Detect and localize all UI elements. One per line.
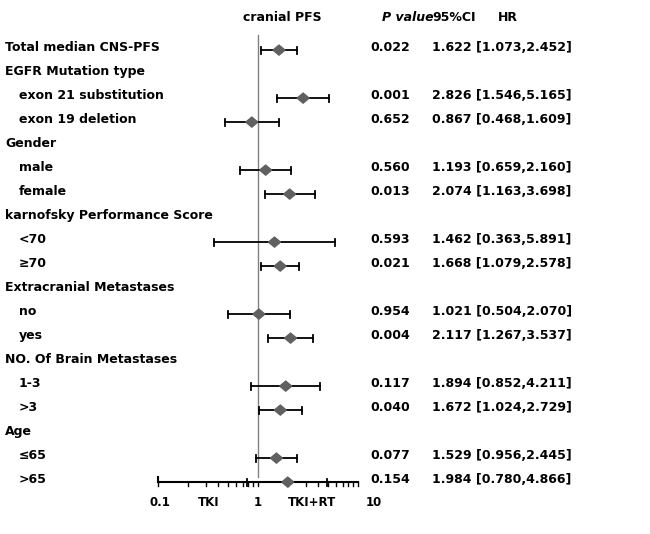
Text: 0.593: 0.593 (370, 233, 410, 246)
Text: 1.529 [0.956,2.445]: 1.529 [0.956,2.445] (432, 449, 572, 462)
Polygon shape (285, 333, 296, 343)
Text: karnofsky Performance Score: karnofsky Performance Score (5, 209, 213, 222)
Text: 0.1: 0.1 (150, 496, 171, 509)
Text: ≤65: ≤65 (19, 449, 47, 462)
Text: 95%CI: 95%CI (432, 11, 476, 24)
Text: TKI+RT: TKI+RT (289, 496, 337, 509)
Polygon shape (273, 45, 285, 55)
Text: 1.672 [1.024,2.729]: 1.672 [1.024,2.729] (432, 401, 572, 414)
Polygon shape (274, 405, 286, 415)
Text: 0.652: 0.652 (370, 113, 410, 126)
Text: 2.074 [1.163,3.698]: 2.074 [1.163,3.698] (432, 185, 571, 198)
Text: 2.117 [1.267,3.537]: 2.117 [1.267,3.537] (432, 329, 572, 342)
Text: 1.021 [0.504,2.070]: 1.021 [0.504,2.070] (432, 305, 572, 318)
Text: HR: HR (498, 11, 518, 24)
Text: 1.622 [1.073,2.452]: 1.622 [1.073,2.452] (432, 41, 572, 54)
Text: 0.040: 0.040 (370, 401, 410, 414)
Text: <70: <70 (19, 233, 47, 246)
Polygon shape (280, 381, 292, 391)
Text: ≥70: ≥70 (19, 257, 47, 270)
Text: Age: Age (5, 425, 32, 438)
Text: yes: yes (19, 329, 43, 342)
Text: cranial PFS: cranial PFS (242, 11, 321, 24)
Text: 0.022: 0.022 (370, 41, 410, 54)
Text: 1.193 [0.659,2.160]: 1.193 [0.659,2.160] (432, 161, 571, 174)
Text: male: male (19, 161, 53, 174)
Text: 10: 10 (366, 496, 382, 509)
Polygon shape (281, 477, 294, 487)
Text: TKI: TKI (198, 496, 219, 509)
Polygon shape (259, 165, 272, 175)
Polygon shape (283, 189, 296, 199)
Polygon shape (268, 237, 281, 247)
Text: 1-3: 1-3 (19, 377, 42, 390)
Text: NO. Of Brain Metastases: NO. Of Brain Metastases (5, 353, 177, 366)
Polygon shape (270, 453, 283, 463)
Text: 1.668 [1.079,2.578]: 1.668 [1.079,2.578] (432, 257, 571, 270)
Polygon shape (297, 93, 309, 103)
Text: 0.021: 0.021 (370, 257, 410, 270)
Text: Total median CNS-PFS: Total median CNS-PFS (5, 41, 160, 54)
Text: exon 21 substitution: exon 21 substitution (19, 89, 164, 102)
Text: 0.867 [0.468,1.609]: 0.867 [0.468,1.609] (432, 113, 571, 126)
Text: EGFR Mutation type: EGFR Mutation type (5, 65, 145, 78)
Text: 1.894 [0.852,4.211]: 1.894 [0.852,4.211] (432, 377, 572, 390)
Text: Extracranial Metastases: Extracranial Metastases (5, 281, 174, 294)
Text: 0.954: 0.954 (370, 305, 410, 318)
Polygon shape (246, 117, 258, 127)
Text: 0.004: 0.004 (370, 329, 410, 342)
Polygon shape (253, 309, 265, 319)
Text: >3: >3 (19, 401, 38, 414)
Text: Gender: Gender (5, 137, 56, 150)
Text: >65: >65 (19, 473, 47, 486)
Text: no: no (19, 305, 36, 318)
Polygon shape (274, 261, 286, 271)
Text: 0.001: 0.001 (370, 89, 410, 102)
Text: female: female (19, 185, 67, 198)
Text: 0.560: 0.560 (370, 161, 410, 174)
Text: 0.154: 0.154 (370, 473, 410, 486)
Text: 0.077: 0.077 (370, 449, 410, 462)
Text: 0.013: 0.013 (370, 185, 410, 198)
Text: 0.117: 0.117 (370, 377, 410, 390)
Text: 1.984 [0.780,4.866]: 1.984 [0.780,4.866] (432, 473, 571, 486)
Text: 2.826 [1.546,5.165]: 2.826 [1.546,5.165] (432, 89, 571, 102)
Text: P value: P value (382, 11, 434, 24)
Text: exon 19 deletion: exon 19 deletion (19, 113, 136, 126)
Text: 1.462 [0.363,5.891]: 1.462 [0.363,5.891] (432, 233, 571, 246)
Text: 1: 1 (254, 496, 262, 509)
